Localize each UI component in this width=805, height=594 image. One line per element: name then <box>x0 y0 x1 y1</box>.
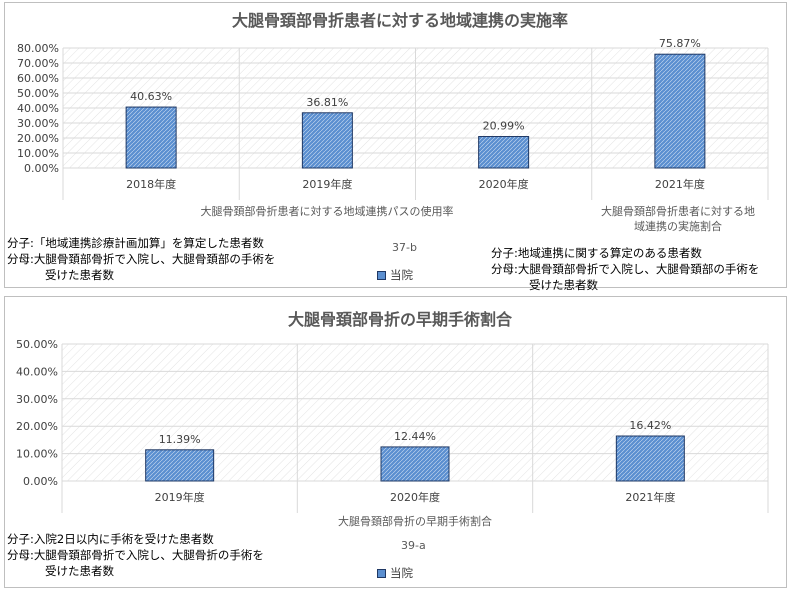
chart-code: 37-b <box>392 241 417 254</box>
note-denominator: 分母:大腿骨頚部骨折で入院し、大腿骨頚部の手術を <box>491 262 760 276</box>
note: 分子:入院2日以内に手術を受けた患者数 分母:大腿骨頚部骨折で入院し、大腿骨折の… <box>7 531 264 579</box>
bar <box>125 106 177 169</box>
legend: 当院 <box>377 565 413 581</box>
y-tick-label: 60.00% <box>17 72 59 85</box>
note-denominator-cont: 受けた患者数 <box>45 268 114 282</box>
y-tick-label: 30.00% <box>17 117 59 130</box>
chart-title: 大腿骨頚部骨折の早期手術割合 <box>288 310 513 329</box>
note-numerator: 分子:地域連携に関する算定のある患者数 <box>491 246 702 260</box>
legend-label: 当院 <box>390 566 413 580</box>
category-label: 2019年度 <box>302 177 352 191</box>
note-left: 分子:「地域連携診療計画加算」を算定した患者数 分母:大腿骨頚部骨折で入院し、大… <box>7 235 275 283</box>
bar <box>615 435 685 482</box>
legend: 当院 <box>377 267 413 283</box>
legend-swatch <box>377 568 386 578</box>
y-tick-label: 80.00% <box>17 42 59 55</box>
category-label: 2019年度 <box>155 490 205 504</box>
y-tick-label: 10.00% <box>17 147 59 160</box>
chart-title: 大腿骨頚部骨折患者に対する地域連携の実施率 <box>232 11 568 30</box>
category-label: 2020年度 <box>390 490 440 504</box>
y-tick-label: 50.00% <box>17 87 59 100</box>
y-tick-label: 0.00% <box>24 162 59 175</box>
y-tick-label: 0.00% <box>23 475 58 488</box>
group-label: 大腿骨頚部骨折の早期手術割合 <box>338 514 492 528</box>
group-label-right-line1: 大腿骨頚部骨折患者に対する地 <box>601 204 755 218</box>
group-label-left: 大腿骨頚部骨折患者に対する地域連携パスの使用率 <box>201 204 454 218</box>
data-label: 36.81% <box>306 96 348 109</box>
data-label: 11.39% <box>159 433 201 446</box>
y-tick-label: 40.00% <box>16 365 58 378</box>
note-denominator: 分母:大腿骨頚部骨折で入院し、大腿骨頚部の手術を <box>7 252 276 266</box>
data-label: 12.44% <box>394 430 436 443</box>
chart-code: 39-a <box>401 539 426 552</box>
note-right: 分子:地域連携に関する算定のある患者数 分母:大腿骨頚部骨折で入院し、大腿骨頚部… <box>491 245 759 293</box>
data-label: 40.63% <box>130 90 172 103</box>
data-label: 16.42% <box>629 419 671 432</box>
note-denominator-cont: 受けた患者数 <box>529 278 598 292</box>
bar <box>380 446 450 482</box>
chart-panel-early-surgery: 大腿骨頚部骨折の早期手術割合 0.00% 10.00% 20.00% 30.00% 40… <box>4 296 787 588</box>
bar <box>478 136 530 169</box>
bar <box>654 53 706 169</box>
legend-swatch <box>377 270 386 280</box>
y-tick-label: 10.00% <box>16 448 58 461</box>
chart-regional-cooperation: 大腿骨頚部骨折患者に対する地域連携の実施率 0.00% 10.00% 20.00% 3… <box>17 11 769 233</box>
y-tick-label: 70.00% <box>17 57 59 70</box>
data-label: 20.99% <box>483 120 525 133</box>
bar <box>145 449 215 482</box>
chart-early-surgery: 大腿骨頚部骨折の早期手術割合 0.00% 10.00% 20.00% 30.00% 40… <box>16 310 769 528</box>
category-label: 2020年度 <box>479 177 529 191</box>
y-tick-label: 40.00% <box>17 102 59 115</box>
y-tick-label: 30.00% <box>16 393 58 406</box>
note-denominator: 分母:大腿骨頚部骨折で入院し、大腿骨折の手術を <box>7 548 264 562</box>
note-numerator: 分子:「地域連携診療計画加算」を算定した患者数 <box>7 236 264 250</box>
legend-label: 当院 <box>390 268 413 282</box>
y-tick-label: 20.00% <box>17 132 59 145</box>
category-label: 2021年度 <box>655 177 705 191</box>
category-label: 2018年度 <box>126 177 176 191</box>
y-tick-label: 50.00% <box>16 338 58 351</box>
y-tick-label: 20.00% <box>16 420 58 433</box>
category-label: 2021年度 <box>625 490 675 504</box>
note-numerator: 分子:入院2日以内に手術を受けた患者数 <box>7 532 214 546</box>
group-label-right-line2: 域連携の実施割合 <box>634 219 722 233</box>
chart-panel-regional-cooperation: 大腿骨頚部骨折患者に対する地域連携の実施率 0.00% 10.00% 20.00% 3… <box>4 2 787 292</box>
data-label: 75.87% <box>659 37 701 50</box>
bar <box>301 112 353 169</box>
note-denominator-cont: 受けた患者数 <box>45 564 114 578</box>
